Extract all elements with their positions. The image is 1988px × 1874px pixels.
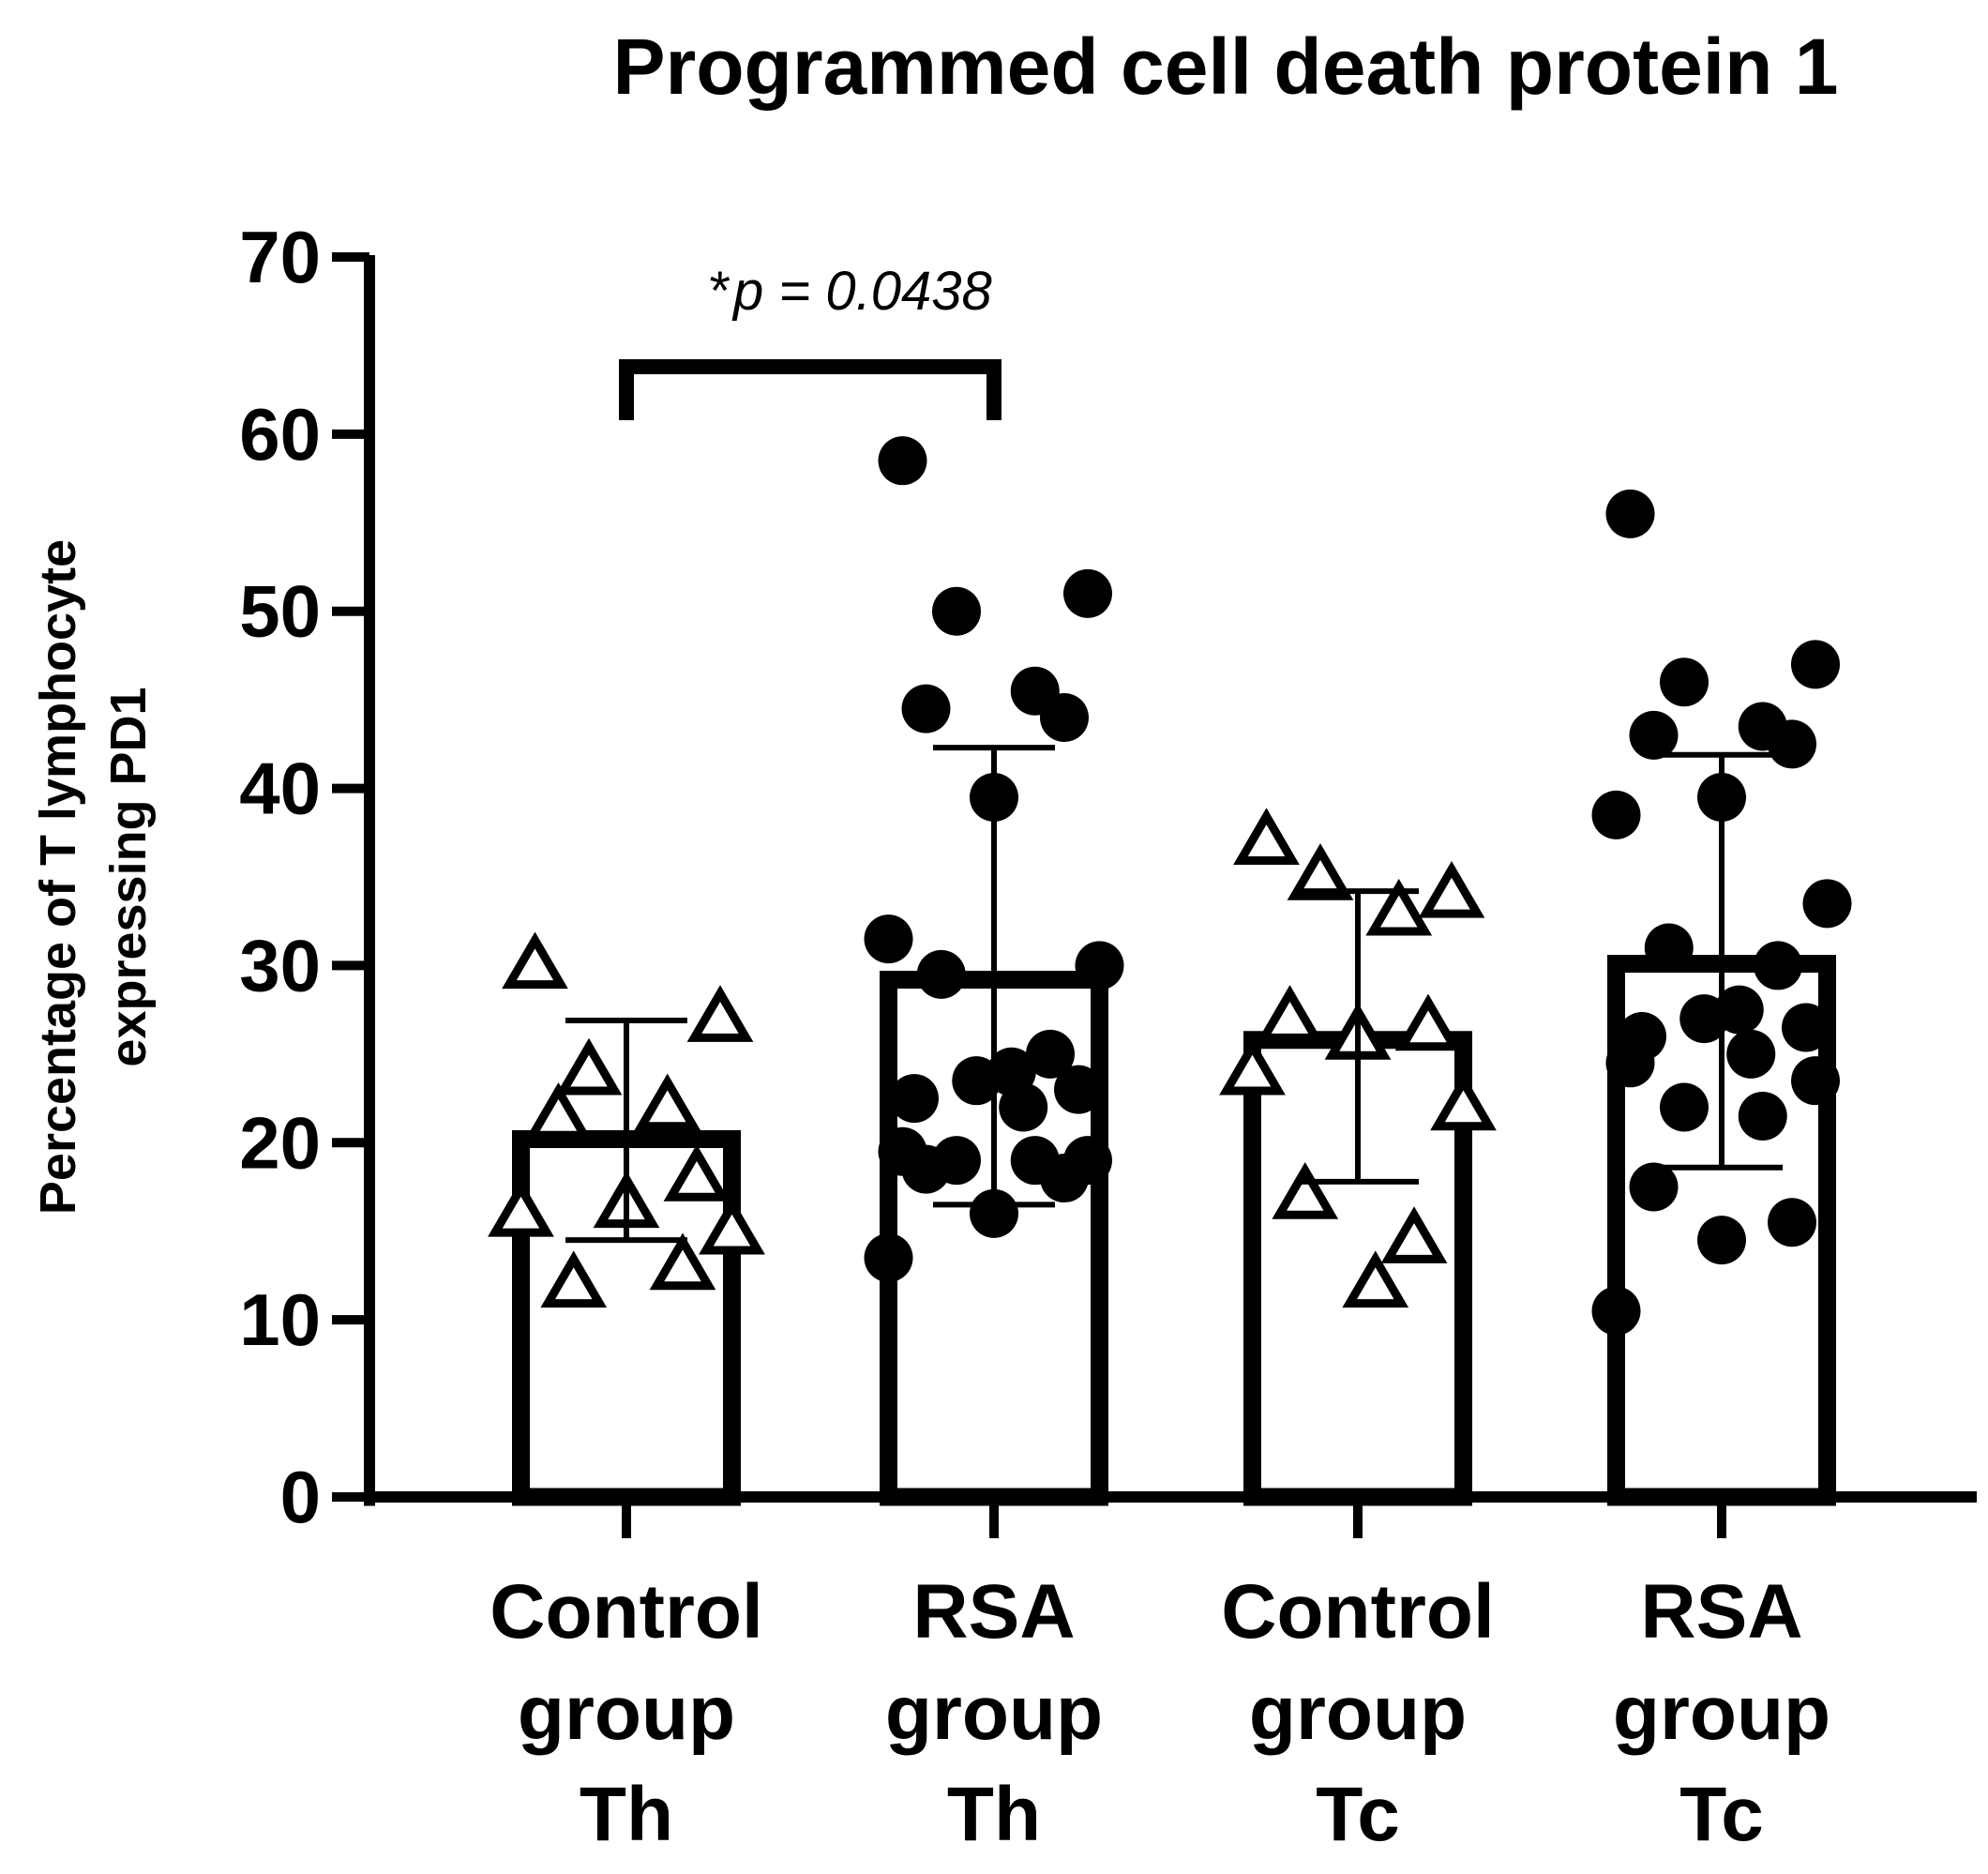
data-point-2-10 — [916, 949, 966, 999]
data-point-4-16 — [1726, 1029, 1776, 1079]
data-point-4-11 — [1754, 941, 1802, 990]
data-point-2-9 — [1075, 941, 1124, 990]
data-point-2-21 — [901, 1144, 951, 1194]
data-point-1-3 — [555, 1037, 623, 1096]
data-point-4-8 — [1591, 790, 1641, 839]
x-category-label-1-line-2: group — [518, 1670, 735, 1756]
data-point-4-10 — [1644, 923, 1694, 973]
data-point-1-11 — [649, 1232, 716, 1291]
data-point-4-5 — [1629, 710, 1679, 760]
y-tick-label-10: 10 — [239, 1278, 321, 1361]
significance-star: * — [707, 261, 730, 322]
data-point-2-22 — [1040, 1154, 1089, 1203]
y-tick-label-60: 60 — [239, 393, 321, 476]
data-point-3-4 — [1365, 878, 1433, 936]
plot-area: 0 10 20 30 40 50 60 70 Control group Th RSA group Th C… — [239, 216, 1977, 1857]
x-category-label-2-line-3: Th — [947, 1772, 1041, 1857]
data-point-1-10 — [540, 1250, 608, 1308]
data-point-3-11 — [1380, 1206, 1448, 1263]
data-point-1-2 — [686, 985, 754, 1042]
data-point-2-2 — [1063, 568, 1112, 618]
data-point-2-8 — [864, 914, 913, 964]
data-point-3-6 — [1394, 993, 1462, 1051]
data-point-2-23 — [970, 1188, 1018, 1238]
data-point-3-10 — [1272, 1162, 1339, 1219]
data-point-4-2 — [1791, 640, 1840, 689]
y-axis-label-line-1: Percentage of T lymphocyte — [30, 539, 86, 1215]
data-point-3-9 — [1430, 1073, 1497, 1131]
x-category-label-4-line-2: group — [1613, 1670, 1830, 1756]
y-tick-label-30: 30 — [239, 924, 321, 1006]
data-point-4-24 — [1591, 1286, 1641, 1336]
data-point-4-6 — [1768, 719, 1816, 769]
data-point-2-16 — [999, 1082, 1048, 1132]
x-category-label-2-line-1: RSA — [912, 1569, 1075, 1655]
x-category-label-4-line-3: Tc — [1679, 1772, 1764, 1857]
data-point-4-17 — [1605, 1038, 1655, 1088]
data-point-2-13 — [952, 1056, 1002, 1106]
data-point-3-8 — [1219, 1037, 1286, 1096]
data-point-3-5 — [1257, 985, 1323, 1042]
data-point-2-5 — [901, 684, 951, 733]
chart-title: Programmed cell death protein 1 — [612, 23, 1838, 111]
data-point-2-11 — [1026, 1029, 1075, 1079]
x-category-label-3-line-1: Control — [1221, 1569, 1494, 1655]
y-tick-label-70: 70 — [239, 216, 321, 298]
data-point-3-2 — [1418, 860, 1485, 918]
data-point-4-1 — [1605, 489, 1655, 538]
data-point-2-14 — [1054, 1065, 1103, 1114]
data-point-4-19 — [1660, 1082, 1709, 1132]
data-point-4-13 — [1679, 994, 1729, 1044]
x-category-label-3-line-2: group — [1249, 1670, 1467, 1756]
x-category-label-1-line-1: Control — [489, 1569, 762, 1655]
data-point-4-20 — [1738, 1091, 1787, 1141]
data-point-1-8 — [488, 1179, 554, 1237]
data-point-2-6 — [1040, 693, 1089, 743]
data-point-4-21 — [1629, 1162, 1679, 1212]
x-category-label-1-line-3: Th — [580, 1772, 673, 1857]
x-category-label-4-line-1: RSA — [1640, 1569, 1802, 1655]
data-point-2-15 — [890, 1074, 939, 1124]
y-tick-label-20: 20 — [239, 1101, 321, 1184]
data-point-2-24 — [864, 1233, 913, 1283]
data-point-1-9 — [699, 1197, 765, 1255]
data-point-3-3 — [1287, 843, 1354, 900]
y-axis-label-line-2: expressing PD1 — [100, 687, 157, 1066]
data-point-2-3 — [932, 586, 981, 636]
data-point-4-22 — [1768, 1198, 1816, 1247]
y-tick-label-0: 0 — [280, 1456, 321, 1538]
significance-bracket — [619, 359, 1002, 420]
data-point-1-6 — [663, 1144, 730, 1201]
significance-p-value: p = 0.0438 — [731, 261, 992, 322]
data-point-4-18 — [1791, 1056, 1840, 1106]
data-point-1-4 — [634, 1073, 701, 1131]
data-point-1-1 — [502, 931, 568, 990]
data-point-4-9 — [1802, 879, 1852, 929]
x-category-label-3-line-3: Tc — [1316, 1772, 1400, 1857]
data-point-3-12 — [1342, 1250, 1409, 1308]
data-point-1-5 — [525, 1082, 592, 1140]
data-point-4-23 — [1697, 1216, 1746, 1265]
data-point-2-1 — [878, 436, 927, 486]
data-point-4-14 — [1782, 1003, 1830, 1052]
y-tick-label-50: 50 — [239, 570, 321, 653]
y-tick-label-40: 40 — [239, 748, 321, 830]
data-point-4-3 — [1660, 657, 1709, 707]
x-category-label-2-line-2: group — [885, 1670, 1103, 1756]
y-axis-label: Percentage of T lymphocyte expressing PD… — [30, 539, 157, 1215]
data-point-3-1 — [1233, 808, 1300, 865]
